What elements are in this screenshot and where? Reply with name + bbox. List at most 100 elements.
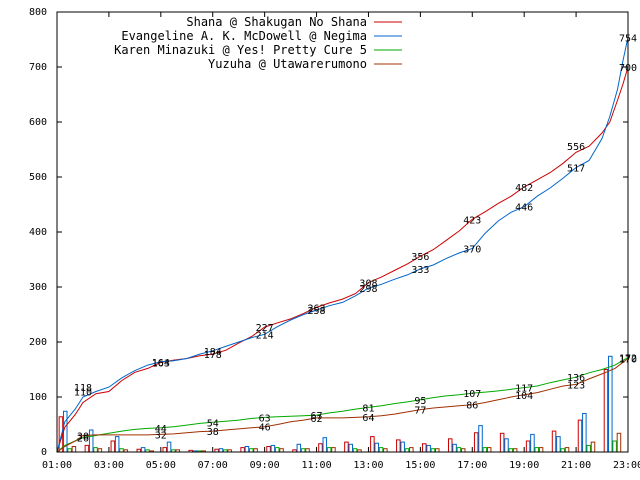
hourly-bar xyxy=(378,447,384,453)
data-label: 30 xyxy=(77,432,89,443)
hourly-bar xyxy=(331,447,336,453)
data-label: 118 xyxy=(74,383,92,394)
data-label: 86 xyxy=(466,401,478,412)
hourly-bar xyxy=(326,447,332,453)
hourly-bar xyxy=(110,440,116,453)
x-tick-label: 21:00 xyxy=(561,460,591,471)
y-tick-label: 800 xyxy=(29,7,47,18)
hourly-bar xyxy=(486,447,492,453)
x-tick-label: 07:00 xyxy=(198,460,228,471)
hourly-bar xyxy=(166,441,172,453)
data-label: 556 xyxy=(567,142,585,153)
x-tick-label: 09:00 xyxy=(250,460,280,471)
hourly-bar xyxy=(551,430,557,453)
hourly-bar xyxy=(482,447,488,453)
hourly-bar xyxy=(616,432,622,453)
y-tick-label: 500 xyxy=(29,172,47,183)
hourly-bar xyxy=(400,441,405,453)
data-label: 308 xyxy=(359,279,377,290)
hourly-bar xyxy=(374,442,379,453)
data-label: 178 xyxy=(204,350,222,361)
y-tick-label: 700 xyxy=(29,62,47,73)
hourly-bar xyxy=(348,443,354,453)
hourly-bar xyxy=(456,447,462,453)
data-label: 370 xyxy=(463,245,481,256)
data-label: 104 xyxy=(515,391,533,402)
hourly-bar xyxy=(530,433,535,453)
legend-label: Shana @ Shakugan No Shana xyxy=(186,15,367,29)
hourly-bar xyxy=(396,439,401,453)
hourly-bar xyxy=(266,446,271,453)
data-label: 123 xyxy=(567,380,585,391)
hourly-bar xyxy=(564,447,570,453)
hourly-bar xyxy=(452,443,457,453)
hourly-bar xyxy=(586,444,591,453)
hourly-bar xyxy=(93,447,98,453)
ticks-layer: 0 100 200 300 400 500 600 700 800 01:00 03:00 05:00… xyxy=(29,7,640,471)
bars-layer xyxy=(58,355,622,453)
data-label: 136 xyxy=(567,373,585,384)
y-tick-label: 0 xyxy=(41,447,47,458)
data-label: 63 xyxy=(259,413,271,424)
hourly-bar xyxy=(71,446,77,453)
y-tick-label: 600 xyxy=(29,117,47,128)
data-label: 356 xyxy=(411,252,429,263)
data-label: 95 xyxy=(414,396,426,407)
series-line xyxy=(56,37,629,453)
hourly-bar xyxy=(422,443,427,453)
legend-label: Evangeline A. K. McDowell @ Negima xyxy=(121,29,367,43)
hourly-bar xyxy=(84,444,90,453)
x-tick-label: 17:00 xyxy=(457,460,487,471)
hourly-bar xyxy=(426,444,431,453)
hourly-bar xyxy=(534,447,540,453)
data-label: 64 xyxy=(362,413,374,424)
data-label: 184 xyxy=(204,347,222,358)
x-tick-label: 15:00 xyxy=(405,460,435,471)
lines-layer xyxy=(56,37,629,453)
x-tick-label: 13:00 xyxy=(353,460,383,471)
y-tick-label: 400 xyxy=(29,227,47,238)
data-label: 107 xyxy=(463,389,481,400)
labels-layer: 1101631782272633083564234825567001181641… xyxy=(74,33,637,444)
hourly-bar xyxy=(88,429,94,453)
hourly-bar xyxy=(582,413,587,453)
data-label: 110 xyxy=(74,388,92,399)
data-label: 258 xyxy=(308,306,326,317)
data-label: 263 xyxy=(308,303,326,314)
hourly-bar xyxy=(162,447,168,453)
x-tick-label: 11:00 xyxy=(301,460,331,471)
data-label: 163 xyxy=(152,358,170,369)
hourly-bar xyxy=(409,447,414,453)
data-label: 26 xyxy=(77,434,89,445)
hourly-bar xyxy=(525,440,531,453)
hourly-bar xyxy=(370,436,375,453)
data-label: 46 xyxy=(259,423,271,434)
y-tick-label: 300 xyxy=(29,282,47,293)
series-line xyxy=(56,358,629,453)
legend-label: Yuzuha @ Utawarerumono xyxy=(208,57,367,71)
data-label: 32 xyxy=(155,430,167,441)
hourly-bar xyxy=(114,436,120,453)
x-tick-label: 01:00 xyxy=(42,460,72,471)
data-label: 423 xyxy=(463,215,481,226)
data-label: 81 xyxy=(362,403,374,414)
hourly-bar xyxy=(577,419,583,453)
x-tick-label: 23:00 xyxy=(613,460,640,471)
hourly-bar xyxy=(538,447,544,453)
y-tick-label: 100 xyxy=(29,392,47,403)
hourly-bar xyxy=(612,440,617,453)
data-label: 38 xyxy=(207,427,219,438)
data-label: 298 xyxy=(359,284,377,295)
data-label: 214 xyxy=(256,330,274,341)
hourly-bar xyxy=(140,447,146,453)
hourly-bar xyxy=(318,443,323,453)
hourly-bar xyxy=(244,446,250,453)
hourly-bar xyxy=(274,447,280,453)
series-line xyxy=(56,66,629,453)
data-label: 67 xyxy=(311,411,323,422)
x-tick-label: 19:00 xyxy=(509,460,539,471)
x-tick-label: 05:00 xyxy=(146,460,176,471)
series-line xyxy=(56,356,629,453)
plot-frame xyxy=(56,11,629,453)
